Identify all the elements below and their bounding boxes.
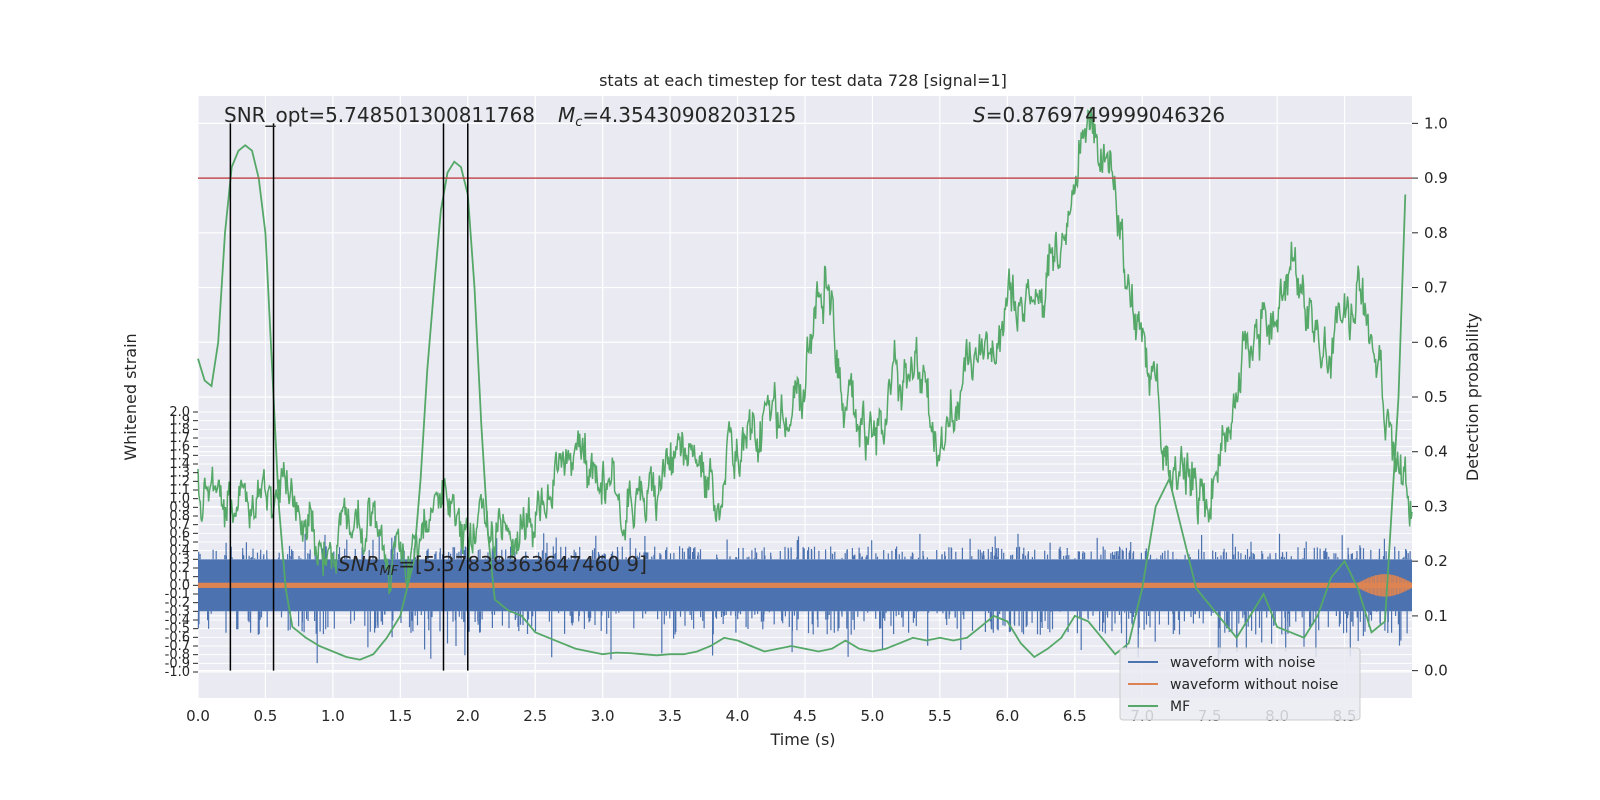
x-tick-label: 5.0 xyxy=(861,707,885,725)
left-tick-label: 0.1 xyxy=(169,570,190,585)
x-tick-label: 6.5 xyxy=(1063,707,1087,725)
left-tick-label: 0.0 xyxy=(169,578,190,593)
x-tick-label: 2.0 xyxy=(456,707,480,725)
left-tick-label: 0.3 xyxy=(169,552,190,567)
x-tick-label: 3.0 xyxy=(591,707,615,725)
left-tick-label: 1.4 xyxy=(169,457,190,472)
left-tick-label: 0.9 xyxy=(169,500,190,515)
right-tick-label: 1.0 xyxy=(1424,114,1448,132)
right-tick-label: 0.6 xyxy=(1424,333,1448,351)
left-tick-label: 0.8 xyxy=(169,509,190,524)
left-tick-label: -1.0 xyxy=(165,665,190,680)
legend-label-clean: waveform without noise xyxy=(1170,677,1338,693)
legend-label-mf: MF xyxy=(1170,699,1190,715)
left-tick-label: 1.2 xyxy=(169,474,190,489)
left-tick-label: -0.5 xyxy=(165,622,190,637)
left-tick-label: -0.9 xyxy=(165,656,190,671)
x-tick-label: 1.0 xyxy=(321,707,345,725)
left-tick-label: 1.7 xyxy=(169,431,190,446)
left-tick-label: 0.2 xyxy=(169,561,190,576)
right-tick-label: 0.9 xyxy=(1424,169,1448,187)
snr-mf-annotation: SNRMF=[5.37838363647460 9] xyxy=(338,552,647,579)
left-tick-label: 2.0 xyxy=(169,405,190,420)
right-tick-label: 0.4 xyxy=(1424,443,1448,461)
left-tick-label: 1.6 xyxy=(169,440,190,455)
left-tick-label: 0.7 xyxy=(169,518,190,533)
right-tick-label: 0.7 xyxy=(1424,279,1448,297)
right-tick-label: 0.0 xyxy=(1424,662,1448,680)
mf-noisy-trace xyxy=(197,107,1413,595)
left-tick-label: -0.2 xyxy=(165,596,190,611)
right-tick-label: 0.5 xyxy=(1424,388,1448,406)
left-tick-label: 1.0 xyxy=(169,492,190,507)
strain-layer xyxy=(197,533,1412,664)
snr-opt-annotation: SNR_opt=5.748501300811768 xyxy=(224,103,535,127)
legend-box xyxy=(1119,647,1361,721)
x-tick-label: 6.0 xyxy=(995,707,1019,725)
chart-title: stats at each timestep for test data 728… xyxy=(599,71,1007,90)
left-tick-label: 1.5 xyxy=(169,448,190,463)
x-tick-label: 0.0 xyxy=(186,707,210,725)
left-tick-label: 0.5 xyxy=(169,535,190,550)
x-tick-label: 3.5 xyxy=(658,707,682,725)
left-tick-label: 1.8 xyxy=(169,422,190,437)
right-tick-label: 0.3 xyxy=(1424,497,1448,515)
left-tick-label: -0.6 xyxy=(165,630,190,645)
x-tick-label: 4.5 xyxy=(793,707,817,725)
left-tick-label: 1.9 xyxy=(169,414,190,429)
legend-label-noise: waveform with noise xyxy=(1170,655,1315,671)
left-tick-label: -0.8 xyxy=(165,648,190,663)
x-axis-label: Time (s) xyxy=(769,730,835,749)
left-tick-label: -0.7 xyxy=(165,639,190,654)
y-axis-label-right: Detection probability xyxy=(1463,313,1482,481)
left-tick-label: -0.3 xyxy=(165,604,190,619)
right-tick-label: 0.2 xyxy=(1424,552,1448,570)
mf-layer xyxy=(197,144,1407,661)
mf-noisy-layer xyxy=(197,107,1413,595)
x-tick-label: 4.0 xyxy=(726,707,750,725)
right-tick-label: 0.1 xyxy=(1424,607,1448,625)
y-axis-label-left: Whitened strain xyxy=(121,333,140,460)
left-tick-label: 1.3 xyxy=(169,466,190,481)
left-tick-label: -0.4 xyxy=(165,613,190,628)
mf-smooth-line xyxy=(197,144,1407,661)
clean-waveform-band xyxy=(198,582,1412,588)
x-tick-label: 0.5 xyxy=(254,707,278,725)
left-tick-label: 0.4 xyxy=(169,544,190,559)
x-tick-label: 5.5 xyxy=(928,707,952,725)
vertical-lines xyxy=(229,123,469,671)
legend: waveform with noise waveform without noi… xyxy=(1119,647,1361,721)
left-tick-label: -0.1 xyxy=(165,587,190,602)
right-tick-label: 0.8 xyxy=(1424,224,1448,242)
x-tick-label: 1.5 xyxy=(388,707,412,725)
s-annotation: S=0.8769749999046326 xyxy=(973,103,1225,127)
x-tick-label: 2.5 xyxy=(523,707,547,725)
left-tick-label: 1.1 xyxy=(169,483,190,498)
mc-annotation: Mc=4.35430908203125 xyxy=(558,103,796,130)
left-tick-label: 0.6 xyxy=(169,526,190,541)
